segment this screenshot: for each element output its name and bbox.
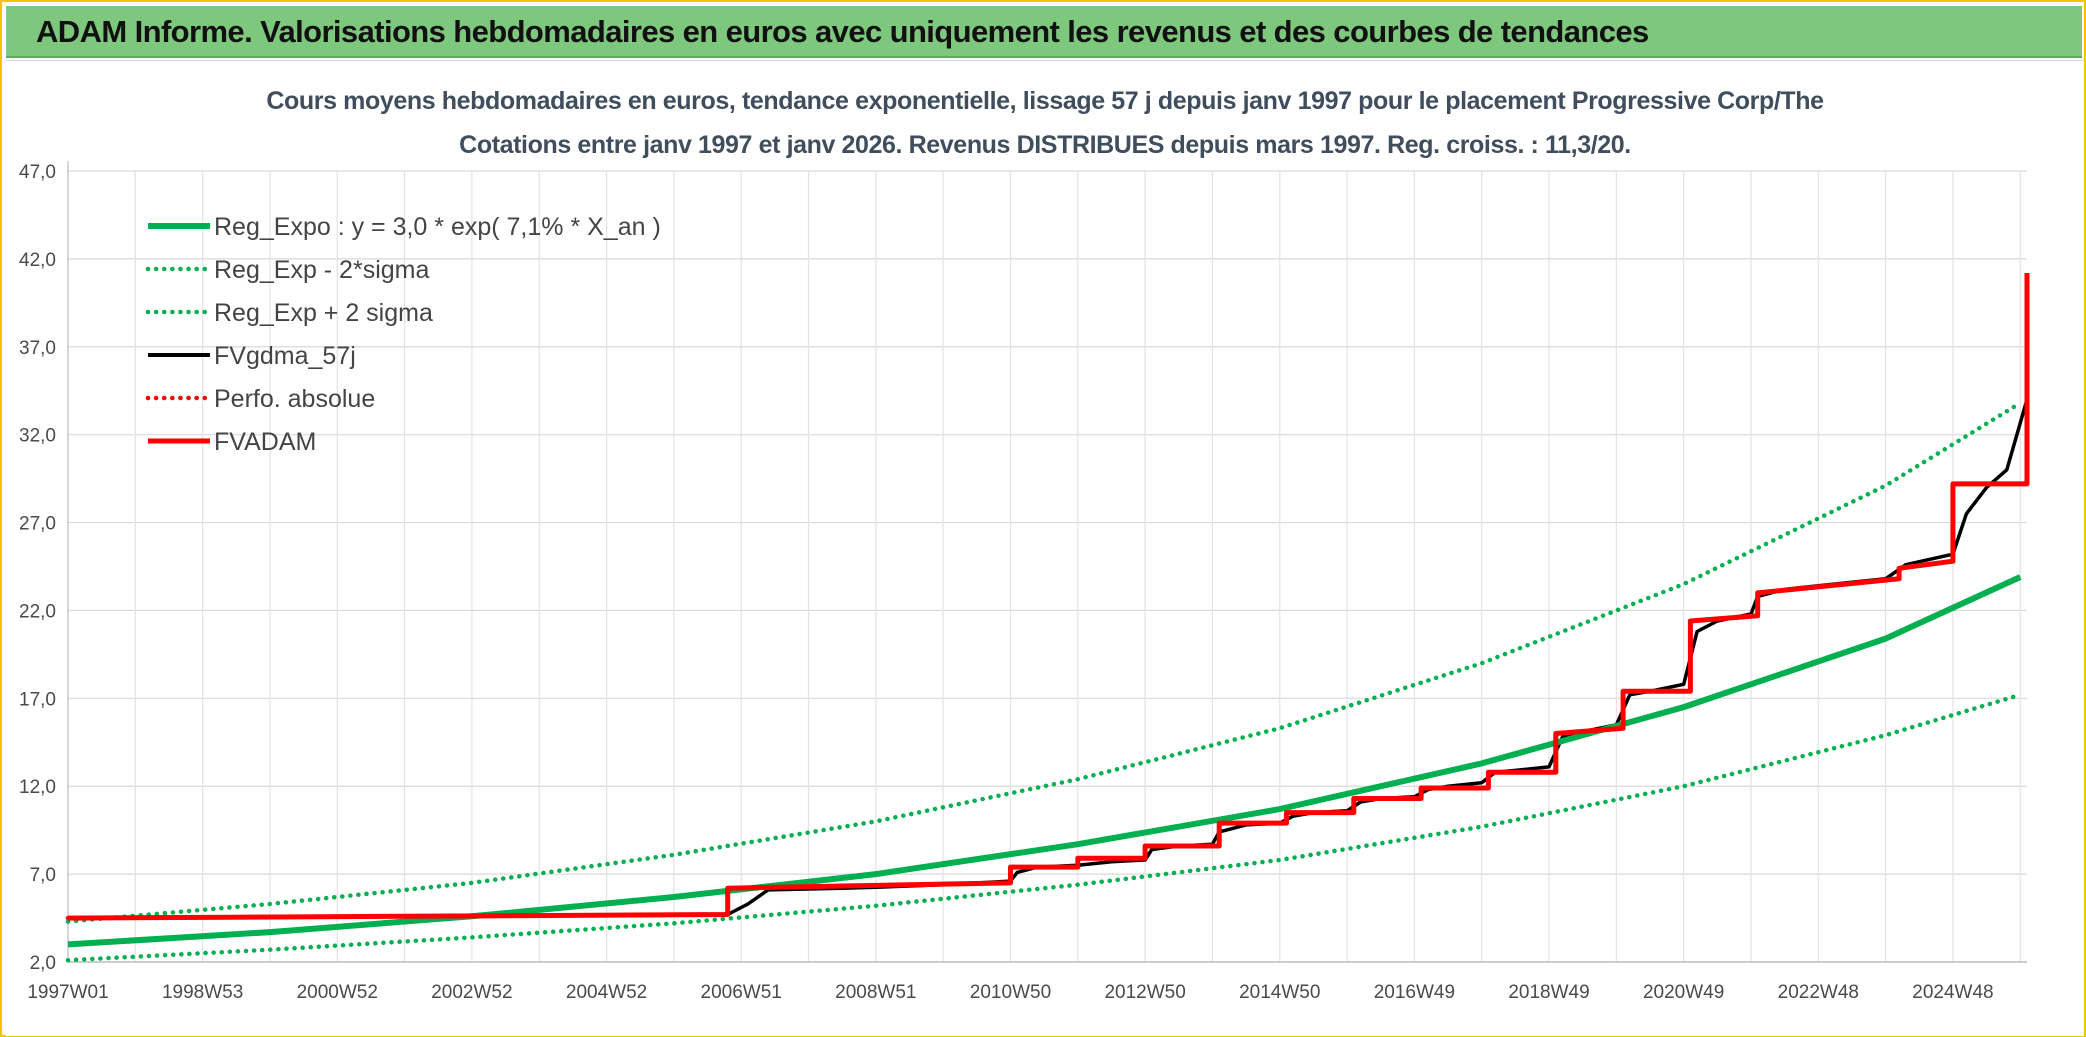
- legend-label: Reg_Exp + 2 sigma: [214, 299, 433, 327]
- legend: Reg_Expo : y = 3,0 * exp( 7,1% * X_an ) R…: [145, 213, 661, 456]
- x-tick-label: 2016W49: [1374, 982, 1455, 1003]
- chart-area: Cours moyens hebdomadaires en euros, ten…: [6, 60, 2084, 1036]
- chart-subtitle: Cotations entre janv 1997 et janv 2026. …: [459, 131, 1631, 159]
- y-tick-label: 37,0: [19, 338, 56, 359]
- legend-label: FVADAM: [214, 428, 316, 456]
- line-chart: 2,0 7,0 12,0 17,0 22,0 27,0 32,0 37,0 42,0 47,0 19…: [19, 161, 2030, 1003]
- x-tick-label: 2014W50: [1239, 982, 1320, 1003]
- x-tick-label: 2006W51: [701, 982, 782, 1003]
- y-tick-label: 12,0: [19, 777, 56, 798]
- series-line-0: [67, 574, 2022, 948]
- x-tick-label: 1998W53: [162, 982, 243, 1003]
- axis-ticks: 2,0 7,0 12,0 17,0 22,0 27,0 32,0 37,0 42,0 47,0 19…: [19, 162, 1994, 1003]
- x-tick-label: 2012W50: [1104, 982, 1185, 1003]
- x-tick-label: 2018W49: [1508, 982, 1589, 1003]
- x-tick-label: 2000W52: [297, 982, 378, 1003]
- grid: [67, 161, 2027, 963]
- series-line-3: [67, 399, 2029, 920]
- series-line-4: [65, 270, 2030, 921]
- y-tick-label: 22,0: [19, 601, 56, 622]
- y-tick-label: 7,0: [30, 865, 56, 886]
- x-tick-label: 1997W01: [27, 982, 108, 1003]
- chart-title: Cours moyens hebdomadaires en euros, ten…: [266, 87, 1824, 115]
- y-tick-label: 42,0: [19, 250, 56, 271]
- y-tick-label: 27,0: [19, 514, 56, 535]
- legend-label: Reg_Exp - 2*sigma: [214, 256, 429, 284]
- x-tick-label: 2002W52: [431, 982, 512, 1003]
- x-tick-label: 2020W49: [1643, 982, 1724, 1003]
- x-tick-label: 2008W51: [835, 982, 916, 1003]
- series-line-2: [65, 400, 2023, 924]
- series-line-1: [65, 692, 2023, 963]
- x-tick-label: 2010W50: [970, 982, 1051, 1003]
- legend-label: Reg_Expo : y = 3,0 * exp( 7,1% * X_an ): [214, 213, 661, 241]
- legend-label: Perfo. absolue: [214, 385, 375, 413]
- report-title: ADAM Informe. Valorisations hebdomadaire…: [36, 14, 1649, 49]
- x-tick-label: 2022W48: [1778, 982, 1859, 1003]
- x-tick-label: 2024W48: [1912, 982, 1993, 1003]
- x-tick-label: 2004W52: [566, 982, 647, 1003]
- y-tick-label: 17,0: [19, 689, 56, 710]
- y-tick-label: 47,0: [19, 162, 56, 183]
- series-layer: [65, 270, 2030, 963]
- y-tick-label: 32,0: [19, 426, 56, 447]
- legend-label: FVgdma_57j: [214, 342, 356, 370]
- y-tick-label: 2,0: [30, 953, 56, 974]
- series-line-5: [67, 273, 2030, 921]
- report-banner: ADAM Informe. Valorisations hebdomadaire…: [6, 6, 2082, 58]
